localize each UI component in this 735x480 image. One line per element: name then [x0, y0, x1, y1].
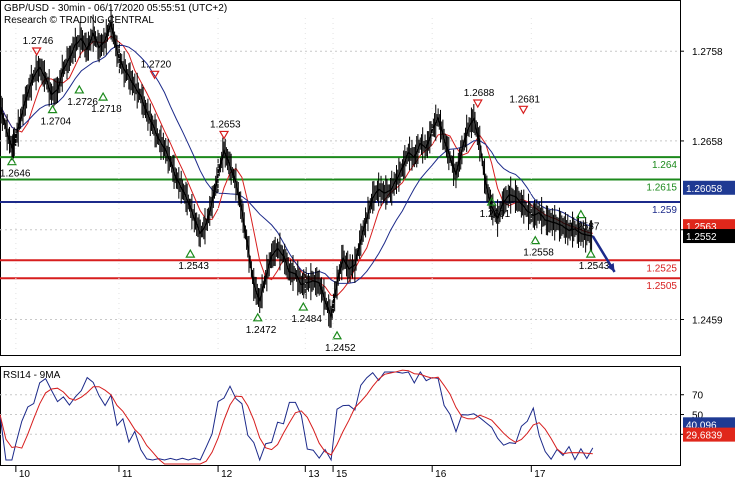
support-marker: [6, 156, 17, 166]
price-axis: 1.27581.26581.25591.24591.260581.25631.2…: [680, 47, 735, 326]
date-tick-label: 16: [435, 469, 447, 480]
date-tick-label: 15: [336, 469, 348, 480]
pivot-label: 1.2543: [579, 261, 610, 272]
date-tick-label: 11: [122, 469, 133, 480]
chart-header-subtitle: Research © TRADING CENTRAL: [4, 15, 154, 26]
rsi-badge-label: 40.096: [686, 420, 717, 431]
pivot-label: 1.2646: [0, 169, 31, 180]
date-tick-label: 17: [534, 469, 546, 480]
forecast-arrow-head: [607, 262, 615, 272]
date-tick-label: 13: [308, 469, 320, 480]
support-marker: [252, 312, 263, 322]
date-tick-label: 12: [221, 469, 233, 480]
support-marker: [298, 301, 309, 311]
support-marker: [47, 104, 58, 114]
pivot-label: 1.2484: [291, 314, 322, 325]
pivot-label: 1.2587: [569, 222, 600, 233]
date-axis: 10 11 12 13 15 16 17: [15, 18, 546, 480]
support-marker: [530, 235, 541, 245]
moving-average-slow: [0, 44, 593, 284]
price-badge-label: 1.26058: [686, 184, 723, 195]
pivot-label: 1.2726: [67, 97, 98, 108]
rsi-series: [0, 369, 594, 465]
rsi-badge-label: 29.6839: [686, 431, 723, 442]
moving-averages: [0, 35, 593, 297]
resistance-marker: [149, 70, 160, 80]
rsi-tick-label: 70: [692, 391, 704, 402]
moving-average-fast: [0, 35, 593, 297]
rsi-tick-label: 50: [692, 411, 704, 422]
pivot-label: 1.2720: [141, 59, 172, 70]
pivot-label: 1.2704: [41, 117, 72, 128]
resistance-marker: [218, 130, 230, 140]
price-panel-frame: [0, 0, 681, 356]
support-resistance-levels: 1.264 1.2615 1.259 1.2525 1.2505: [0, 156, 680, 292]
price-badge-label: 1.2563: [686, 222, 717, 233]
price-badge: [683, 229, 735, 244]
level-label: 1.2505: [646, 281, 677, 292]
forecast-arrow: [591, 235, 616, 273]
level-label: 1.2525: [646, 263, 677, 274]
pivot-label: 1.2452: [325, 343, 356, 354]
price-tick-label: 1.2758: [692, 47, 723, 58]
pivot-label: 1.2472: [246, 325, 277, 336]
support-marker: [331, 330, 343, 340]
rsi-panel-frame: [0, 366, 681, 466]
support-marker: [185, 248, 196, 258]
level-label: 1.259: [652, 205, 677, 216]
price-series: [0, 5, 593, 328]
price-grid: [0, 50, 680, 320]
chart-header-title: GBP/USD - 30min - 06/17/2020 05:55:51 (U…: [4, 3, 227, 14]
support-marker: [74, 84, 85, 94]
rsi-panel-title: RSI14 - 9MA: [3, 370, 61, 381]
price-badge: [683, 180, 735, 195]
rsi-line: [0, 371, 594, 462]
rsi-grid: [0, 394, 680, 435]
price-badge-label: 1.2552: [686, 232, 717, 243]
pivot-label: 1.2601: [480, 209, 511, 220]
pivot-label: 1.2653: [210, 119, 241, 130]
pivot-label: 1.2681: [509, 94, 540, 105]
price-tick-label: 1.2459: [692, 315, 723, 326]
rsi-badge: [683, 427, 735, 442]
resistance-marker: [518, 105, 529, 115]
resistance-marker: [472, 99, 483, 109]
price-tick-label: 1.2658: [692, 137, 723, 148]
date-tick-label: 10: [19, 469, 31, 480]
support-marker: [575, 209, 586, 219]
resistance-marker: [31, 47, 42, 57]
level-label: 1.264: [652, 160, 677, 171]
pivot-label: 1.2718: [91, 104, 122, 115]
support-marker: [486, 196, 497, 206]
support-marker: [585, 248, 596, 258]
support-marker: [98, 91, 109, 101]
pivot-label: 1.2558: [523, 248, 554, 259]
pivot-label: 1.2688: [464, 88, 495, 99]
pivot-label: 1.2543: [178, 261, 209, 272]
rsi-ma-line: [0, 369, 593, 465]
pivot-label: 1.2746: [23, 36, 54, 47]
price-line: [0, 19, 593, 320]
level-label: 1.2615: [646, 183, 677, 194]
